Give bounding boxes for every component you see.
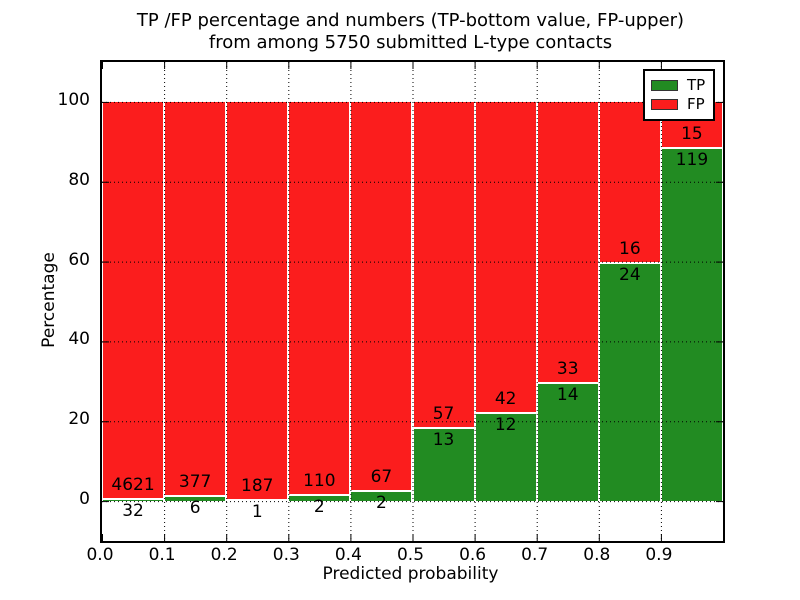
stacked-bar — [598, 101, 661, 502]
fp-count-label: 187 — [241, 475, 274, 496]
tp-count-label: 14 — [556, 385, 579, 406]
x-axis-label: Predicted probability — [322, 564, 499, 584]
stacked-bar — [164, 101, 227, 502]
fp-count-label: 110 — [303, 470, 336, 491]
bar-segment-fp — [599, 101, 660, 262]
bar-segment-tp — [165, 494, 226, 502]
bar-segment-tp — [289, 493, 350, 502]
bar-segment-tp — [227, 498, 288, 502]
tp-count-label: 24 — [619, 264, 641, 285]
y-tick-label: 40 — [68, 329, 90, 350]
y-tick-label: 60 — [68, 249, 90, 270]
x-tick-label: 0.4 — [334, 545, 362, 565]
bar-segment-fp — [165, 101, 226, 495]
tp-count-label: 1 — [251, 501, 263, 522]
bar-segment-tp — [537, 382, 598, 502]
x-tick-label: 0.5 — [396, 545, 425, 565]
fp-count-label: 42 — [494, 389, 517, 410]
plot-area: 4621 32 377 6 187 1 110 2 67 2 57 13 42 12 33 14 16 24 15 1… — [100, 60, 725, 543]
y-tick-label: 100 — [57, 89, 90, 110]
legend: TP FP — [643, 69, 715, 121]
stacked-bar — [350, 101, 413, 502]
y-tick-label: 80 — [68, 169, 90, 190]
x-tick-label: 0.0 — [86, 545, 114, 565]
bar-count-annotations: 4621 32 377 6 187 1 110 2 67 2 57 13 42 12 33 14 16 24 15 1… — [102, 62, 723, 541]
x-tick-label: 0.6 — [459, 545, 487, 565]
fp-swatch-icon — [651, 99, 678, 110]
chart-title-line1: TP /FP percentage and numbers (TP-bottom… — [136, 10, 685, 31]
tp-count-label: 12 — [494, 415, 517, 436]
fp-count-label: 377 — [178, 471, 212, 492]
bar-segment-fp — [103, 101, 164, 499]
bar-segment-tp — [475, 412, 536, 502]
chart-title: TP /FP percentage and numbers (TP-bottom… — [100, 10, 721, 54]
bar-segment-fp — [351, 101, 412, 490]
bar-segment-tp — [351, 489, 412, 502]
x-tick-label: 0.1 — [148, 545, 176, 565]
legend-item-fp: FP — [651, 95, 713, 114]
fp-count-label: 15 — [681, 123, 703, 144]
fp-count-label: 67 — [370, 466, 393, 487]
tp-count-label: 119 — [675, 149, 709, 170]
tp-count-label: 13 — [432, 429, 455, 450]
bars-layer — [102, 62, 723, 541]
bar-segment-fp — [289, 101, 350, 494]
x-tick-label: 0.9 — [645, 545, 673, 565]
x-tick-label: 0.2 — [210, 545, 238, 565]
stacked-bar — [102, 101, 165, 502]
bar-segment-fp — [537, 101, 598, 383]
fp-count-label: 33 — [556, 359, 579, 380]
stacked-bar — [536, 101, 599, 502]
tp-count-label: 32 — [122, 501, 144, 522]
bar-segment-fp — [227, 101, 288, 499]
bar-segment-fp — [413, 101, 474, 427]
tp-count-label: 2 — [313, 496, 325, 517]
x-tick-label: 0.3 — [272, 545, 300, 565]
bar-segment-fp — [475, 101, 536, 413]
legend-label-tp: TP — [687, 76, 706, 94]
tp-swatch-icon — [651, 80, 678, 91]
fp-count-label: 4621 — [111, 475, 155, 496]
chart-title-line2: from among 5750 submitted L-type contact… — [208, 32, 613, 53]
bar-segment-tp — [103, 498, 164, 502]
x-tick-label: 0.7 — [521, 545, 549, 565]
fp-count-label: 16 — [619, 238, 641, 259]
bar-segment-tp — [661, 146, 722, 502]
fp-count-label: 57 — [432, 403, 455, 424]
y-axis-label: Percentage — [39, 252, 59, 348]
tp-count-label: 2 — [376, 492, 387, 513]
stacked-bar — [474, 101, 537, 502]
y-tick-label: 20 — [68, 409, 90, 430]
x-tick-label: 0.8 — [583, 545, 611, 565]
stacked-bar — [412, 101, 475, 502]
stacked-bar — [226, 101, 289, 502]
legend-item-tp: TP — [651, 76, 713, 95]
legend-label-fp: FP — [687, 95, 705, 113]
bar-segment-tp — [413, 426, 474, 502]
tp-count-label: 6 — [189, 497, 201, 518]
y-tick-label: 0 — [79, 489, 90, 510]
